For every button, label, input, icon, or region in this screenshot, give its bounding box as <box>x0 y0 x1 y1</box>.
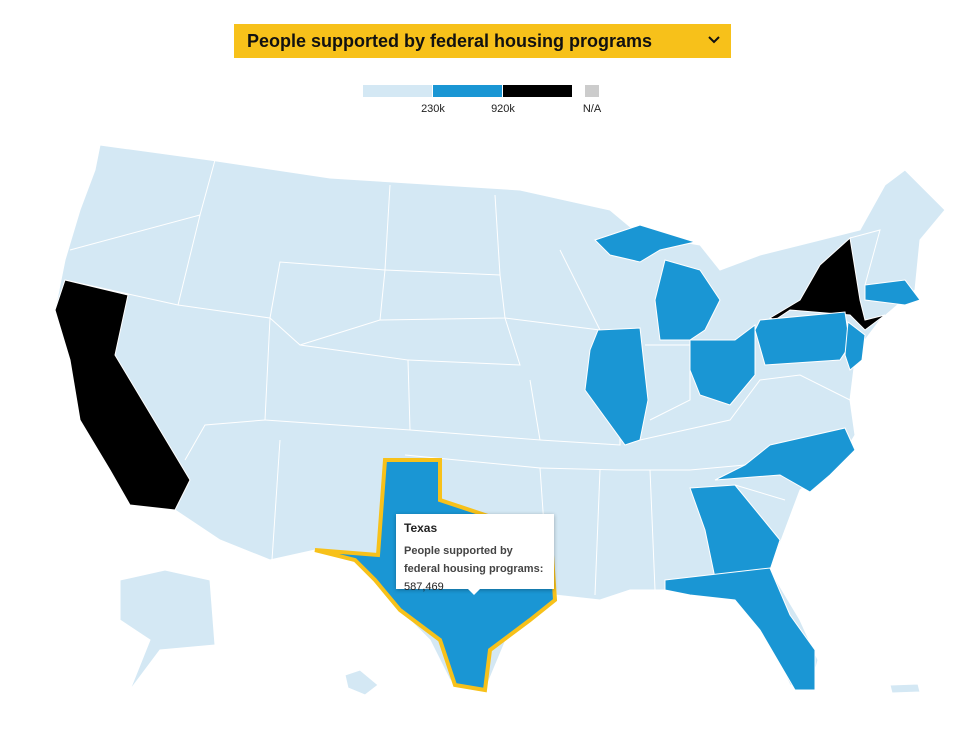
dropdown-label: People supported by federal housing prog… <box>247 31 653 51</box>
state-borders <box>64 159 881 596</box>
tooltip: Texas People supported by federal housin… <box>396 514 554 595</box>
massachusetts <box>864 279 921 306</box>
legend-swatch <box>503 85 572 97</box>
puerto-rico <box>889 683 921 694</box>
hawaii <box>344 669 379 696</box>
tooltip-body: People supported by federal housing prog… <box>404 542 546 596</box>
dropdown[interactable]: People supported by federal housing prog… <box>234 24 731 58</box>
legend-na-label: N/A <box>583 103 602 115</box>
new-york <box>768 237 886 331</box>
tooltip-label: People supported by federal housing prog… <box>404 545 544 575</box>
michigan-upper <box>594 224 697 263</box>
florida <box>664 567 816 691</box>
north-carolina <box>714 427 856 493</box>
tooltip-arrow <box>468 589 480 595</box>
california <box>54 279 191 511</box>
tooltip-value: 587,469 <box>404 581 444 593</box>
pennsylvania <box>754 311 851 366</box>
ohio <box>689 324 756 406</box>
alaska <box>119 569 216 691</box>
michigan-lower <box>654 259 721 341</box>
legend-break-label: 230k <box>421 103 445 115</box>
legend-swatch <box>433 85 502 97</box>
illinois <box>584 327 649 446</box>
tooltip-title: Texas <box>404 521 438 535</box>
chevron <box>708 36 720 44</box>
legend-swatch <box>363 85 432 97</box>
legend: 230k 920k N/A <box>363 85 602 115</box>
legend-na-swatch <box>585 85 599 97</box>
legend-break-label: 920k <box>491 103 515 115</box>
new-jersey <box>844 321 866 371</box>
